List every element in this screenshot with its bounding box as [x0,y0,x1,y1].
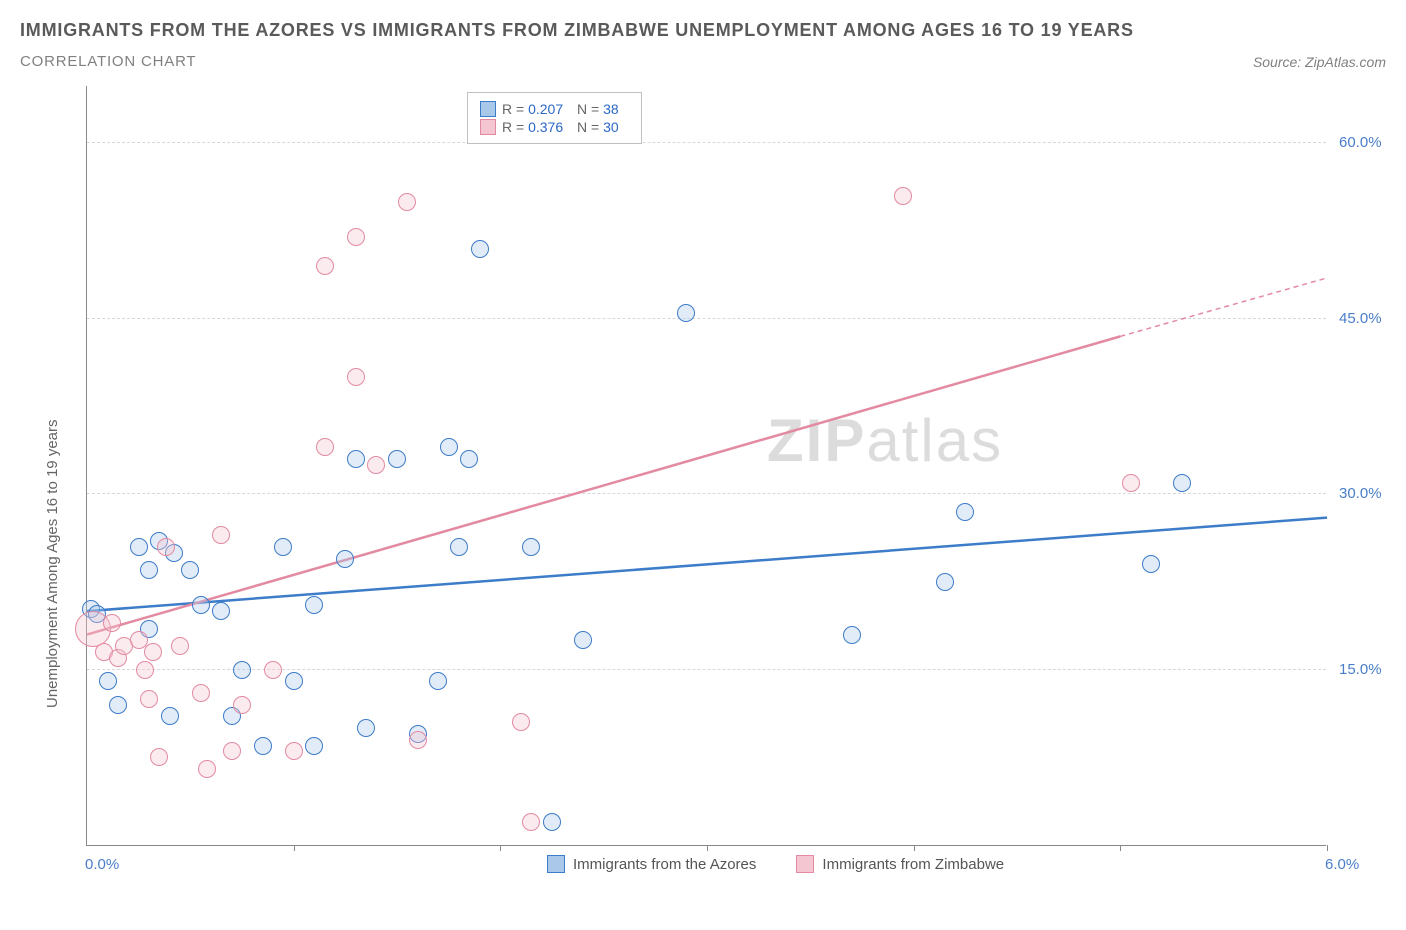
data-point [136,661,154,679]
data-point [357,719,375,737]
legend-stats: R = 0.207 N = 38 [502,101,629,117]
legend-swatch [480,119,496,135]
data-point [171,637,189,655]
legend-swatch [480,101,496,117]
data-point [1173,474,1191,492]
data-point [223,742,241,760]
data-point [522,538,540,556]
y-tick-label: 30.0% [1339,485,1382,502]
legend-swatch [547,855,565,873]
data-point [316,257,334,275]
data-point [409,731,427,749]
data-point [956,503,974,521]
data-point [181,561,199,579]
y-tick-label: 60.0% [1339,134,1382,151]
data-point [347,368,365,386]
data-point [347,228,365,246]
data-point [894,187,912,205]
data-point [471,240,489,258]
x-tick [1327,845,1328,851]
data-point [305,737,323,755]
data-point [336,550,354,568]
x-tick-label: 6.0% [1325,856,1359,873]
data-point [522,813,540,831]
data-point [512,713,530,731]
trend-lines [87,85,1327,845]
legend-stats: R = 0.376 N = 30 [502,119,629,135]
x-tick [914,845,915,851]
data-point [233,661,251,679]
data-point [150,748,168,766]
data-point [543,813,561,831]
data-point [140,690,158,708]
data-point [450,538,468,556]
data-point [843,626,861,644]
x-tick [1120,845,1121,851]
data-point [285,742,303,760]
plot-area: 15.0%30.0%45.0%60.0%0.0%6.0%ZIPatlasR = … [86,86,1326,846]
data-point [316,438,334,456]
chart-subtitle: CORRELATION CHART [20,53,196,70]
data-point [440,438,458,456]
x-tick [294,845,295,851]
data-point [109,696,127,714]
data-point [144,643,162,661]
data-point [388,450,406,468]
legend-label: Immigrants from the Azores [573,856,756,873]
legend-item: Immigrants from the Azores [547,855,756,873]
chart-area: Unemployment Among Ages 16 to 19 years 1… [20,78,1386,898]
data-point [157,538,175,556]
data-point [192,596,210,614]
data-point [212,526,230,544]
data-point [99,672,117,690]
data-point [305,596,323,614]
legend-label: Immigrants from Zimbabwe [822,856,1004,873]
legend-item: Immigrants from Zimbabwe [796,855,1004,873]
x-tick [707,845,708,851]
data-point [198,760,216,778]
chart-title: IMMIGRANTS FROM THE AZORES VS IMMIGRANTS… [20,20,1386,41]
data-point [460,450,478,468]
data-point [677,304,695,322]
data-point [212,602,230,620]
stats-legend: R = 0.207 N = 38 R = 0.376 N = 30 [467,92,642,144]
x-tick-label: 0.0% [85,856,119,873]
legend-row: R = 0.376 N = 30 [480,119,629,135]
data-point [161,707,179,725]
data-point [936,573,954,591]
y-tick-label: 15.0% [1339,661,1382,678]
legend-row: R = 0.207 N = 38 [480,101,629,117]
data-point [254,737,272,755]
data-point [103,614,121,632]
data-point [574,631,592,649]
source-text: Source: ZipAtlas.com [1253,54,1386,70]
legend-swatch [796,855,814,873]
data-point [1122,474,1140,492]
data-point [264,661,282,679]
y-tick-label: 45.0% [1339,310,1382,327]
data-point [429,672,447,690]
series-legend: Immigrants from the Azores Immigrants fro… [547,855,1004,873]
data-point [367,456,385,474]
data-point [347,450,365,468]
data-point [1142,555,1160,573]
data-point [140,561,158,579]
y-axis-label: Unemployment Among Ages 16 to 19 years [44,419,61,708]
data-point [233,696,251,714]
data-point [398,193,416,211]
x-tick [500,845,501,851]
data-point [130,538,148,556]
data-point [274,538,292,556]
data-point [285,672,303,690]
data-point [192,684,210,702]
